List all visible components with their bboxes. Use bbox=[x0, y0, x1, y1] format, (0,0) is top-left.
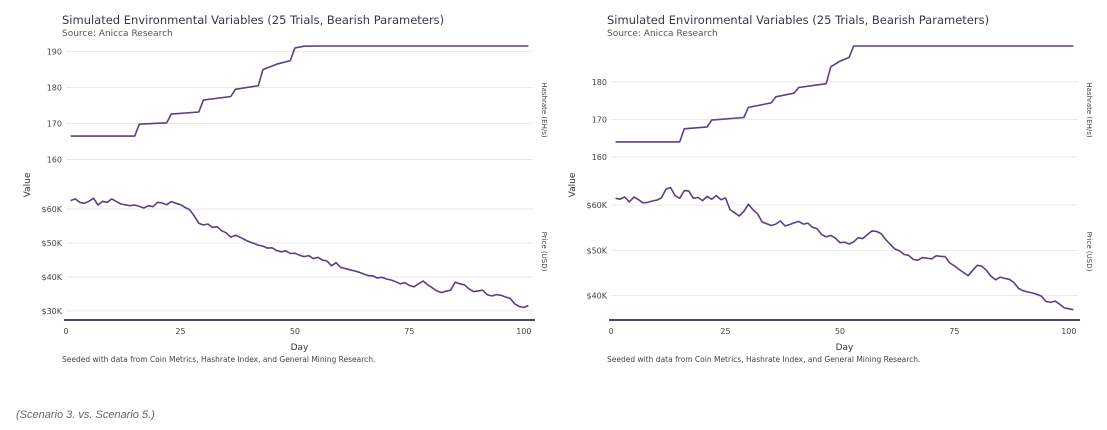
chart-plot-left: 160 170 180 190 Hashrate (EH/s) $30K $40K $50K $… bbox=[23, 45, 548, 353]
x-tick-label: 50 bbox=[835, 327, 845, 336]
y-tick-label: 160 bbox=[47, 155, 62, 164]
y-tick-label: $40K bbox=[586, 292, 607, 301]
y-tick-label: $60K bbox=[586, 201, 607, 210]
x-tick-label: 25 bbox=[720, 327, 730, 336]
y-tick-label: $40K bbox=[41, 273, 62, 282]
x-tick-label: 100 bbox=[1061, 327, 1076, 336]
x-tick-label: 25 bbox=[175, 327, 185, 336]
x-tick-label: 75 bbox=[404, 327, 414, 336]
x-axis-label: Day bbox=[291, 343, 309, 353]
y-tick-label: $50K bbox=[586, 246, 607, 255]
y-tick-label: 180 bbox=[592, 78, 607, 87]
x-axis-label: Day bbox=[836, 343, 854, 353]
y-tick-label: 160 bbox=[592, 153, 607, 162]
facet-label: Price (USD) bbox=[540, 232, 548, 272]
x-tick-label: 0 bbox=[63, 327, 68, 336]
chart-title: Simulated Environmental Variables (25 Tr… bbox=[62, 13, 445, 27]
figure-caption: (Scenario 3. vs. Scenario 5.) bbox=[16, 409, 155, 421]
x-tick-label: 50 bbox=[290, 327, 300, 336]
price-series-line bbox=[70, 197, 529, 309]
chart-subtitle: Source: Anicca Research bbox=[607, 29, 718, 39]
y-tick-label: $50K bbox=[41, 239, 62, 248]
chart-subtitle: Source: Anicca Research bbox=[62, 29, 173, 39]
chart-panel-right: Simulated Environmental Variables (25 Tr… bbox=[555, 0, 1100, 380]
x-tick-label: 0 bbox=[608, 327, 613, 336]
chart-title: Simulated Environmental Variables (25 Tr… bbox=[607, 13, 990, 27]
facet-label: Hashrate (EH/s) bbox=[1085, 82, 1093, 138]
x-tick-label: 75 bbox=[949, 327, 959, 336]
chart-footer: Seeded with data from Coin Metrics, Hash… bbox=[62, 355, 376, 364]
y-tick-label: 170 bbox=[592, 115, 607, 124]
facet-label: Price (USD) bbox=[1085, 232, 1093, 272]
hashrate-series-line bbox=[70, 45, 529, 137]
y-axis-label: Value bbox=[23, 172, 33, 197]
chart-footer: Seeded with data from Coin Metrics, Hash… bbox=[607, 355, 921, 364]
chart-plot-right: 160 170 180 Hashrate (EH/s) $40K $50K $60K Pric… bbox=[568, 45, 1093, 353]
y-tick-label: $60K bbox=[41, 205, 62, 214]
y-axis-label: Value bbox=[568, 172, 578, 197]
y-tick-label: 190 bbox=[47, 48, 62, 57]
hashrate-series-line bbox=[615, 45, 1074, 143]
chart-panel-left: Simulated Environmental Variables (25 Tr… bbox=[10, 0, 555, 380]
x-tick-label: 100 bbox=[516, 327, 531, 336]
y-tick-label: 170 bbox=[47, 119, 62, 128]
price-series-line bbox=[615, 186, 1074, 311]
y-tick-label: $30K bbox=[41, 307, 62, 316]
y-tick-label: 180 bbox=[47, 84, 62, 93]
facet-label: Hashrate (EH/s) bbox=[540, 82, 548, 138]
